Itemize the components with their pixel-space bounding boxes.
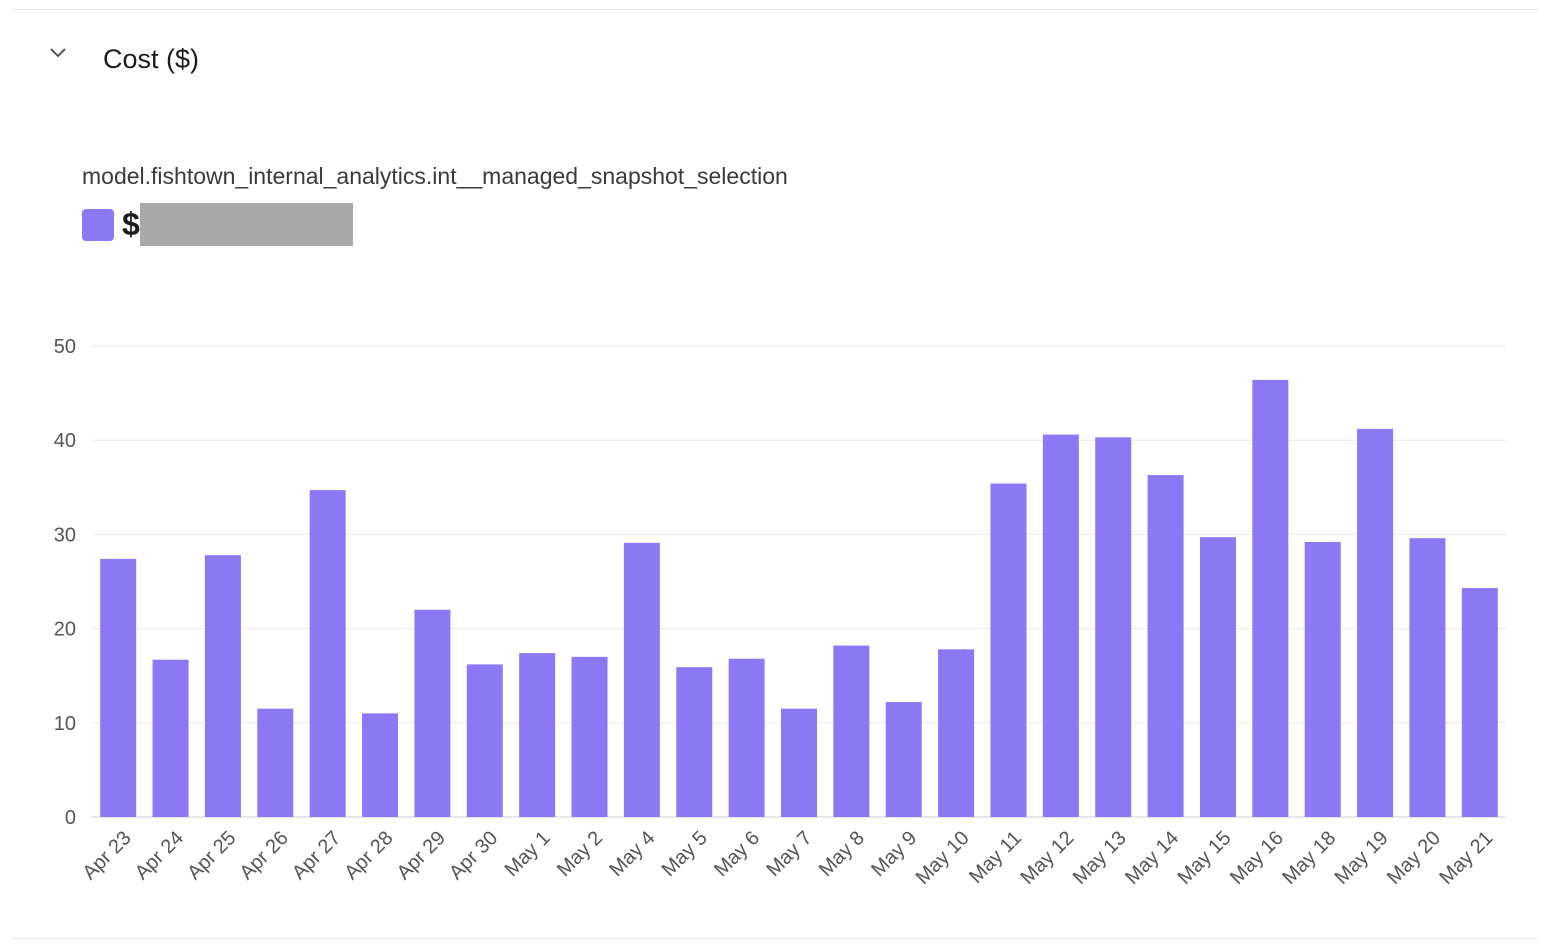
bar xyxy=(1147,475,1184,817)
x-tick-label: May 8 xyxy=(815,827,869,881)
x-tick-label: May 15 xyxy=(1174,827,1236,889)
x-tick-label: May 16 xyxy=(1226,827,1288,889)
x-tick-label: May 10 xyxy=(912,827,974,889)
bar xyxy=(728,658,765,817)
x-tick-label: May 21 xyxy=(1435,827,1497,889)
model-name: model.fishtown_internal_analytics.int__m… xyxy=(82,163,788,189)
x-tick-label: May 7 xyxy=(762,827,816,881)
section-title: Cost ($) xyxy=(103,44,200,74)
legend-value-prefix: $ xyxy=(122,206,140,242)
chevron-down-icon[interactable] xyxy=(46,40,70,64)
x-tick-label: May 6 xyxy=(710,827,764,881)
x-tick-label: Apr 26 xyxy=(236,827,293,884)
legend: $ xyxy=(82,203,353,246)
legend-swatch xyxy=(82,208,114,241)
x-tick-label: May 20 xyxy=(1383,827,1445,889)
x-tick-label: May 5 xyxy=(658,827,712,881)
bar xyxy=(309,490,346,817)
y-tick-label: 20 xyxy=(54,619,76,641)
x-tick-label: May 4 xyxy=(605,827,659,881)
bar xyxy=(676,667,713,817)
bar xyxy=(938,649,975,817)
bar xyxy=(257,708,294,817)
x-tick-label: May 18 xyxy=(1278,827,1340,889)
redacted-value xyxy=(139,203,353,246)
bar xyxy=(362,713,399,817)
bottom-divider xyxy=(12,938,1538,939)
x-tick-label: May 14 xyxy=(1121,827,1183,889)
x-tick-label: May 19 xyxy=(1331,827,1393,889)
x-tick-label: Apr 23 xyxy=(78,827,135,884)
bar xyxy=(623,542,660,817)
bar xyxy=(204,555,241,817)
y-tick-label: 0 xyxy=(65,807,76,829)
bar xyxy=(1409,538,1446,817)
x-tick-label: Apr 24 xyxy=(131,827,188,884)
bar xyxy=(781,708,817,817)
bar xyxy=(1199,537,1236,817)
section-header[interactable] xyxy=(46,40,70,64)
x-tick-label: Apr 29 xyxy=(393,827,450,884)
bar xyxy=(519,653,556,817)
bar xyxy=(1252,379,1289,817)
y-tick-label: 40 xyxy=(54,430,76,452)
x-tick-label: Apr 28 xyxy=(340,827,397,884)
bar xyxy=(1461,588,1498,817)
bar xyxy=(152,659,189,817)
y-tick-label: 10 xyxy=(54,713,76,735)
top-divider xyxy=(12,9,1538,10)
y-tick-label: 50 xyxy=(54,336,76,358)
bar xyxy=(1042,434,1079,817)
x-tick-label: May 13 xyxy=(1069,827,1131,889)
x-tick-label: Apr 30 xyxy=(445,827,502,884)
bar xyxy=(571,656,608,817)
bar xyxy=(1304,541,1341,817)
bar xyxy=(1357,428,1394,817)
x-tick-label: May 2 xyxy=(553,827,607,881)
x-tick-label: Apr 25 xyxy=(183,827,240,884)
bar xyxy=(885,702,922,817)
x-tick-label: May 11 xyxy=(965,827,1026,888)
x-tick-label: May 1 xyxy=(501,827,555,881)
bar xyxy=(466,664,503,817)
y-tick-label: 30 xyxy=(54,524,76,546)
bar xyxy=(833,645,870,817)
bar xyxy=(990,483,1027,817)
bar xyxy=(1095,437,1132,817)
x-tick-label: May 12 xyxy=(1016,827,1078,889)
bar xyxy=(414,609,451,817)
x-tick-label: Apr 27 xyxy=(288,827,345,884)
bar xyxy=(100,558,137,817)
